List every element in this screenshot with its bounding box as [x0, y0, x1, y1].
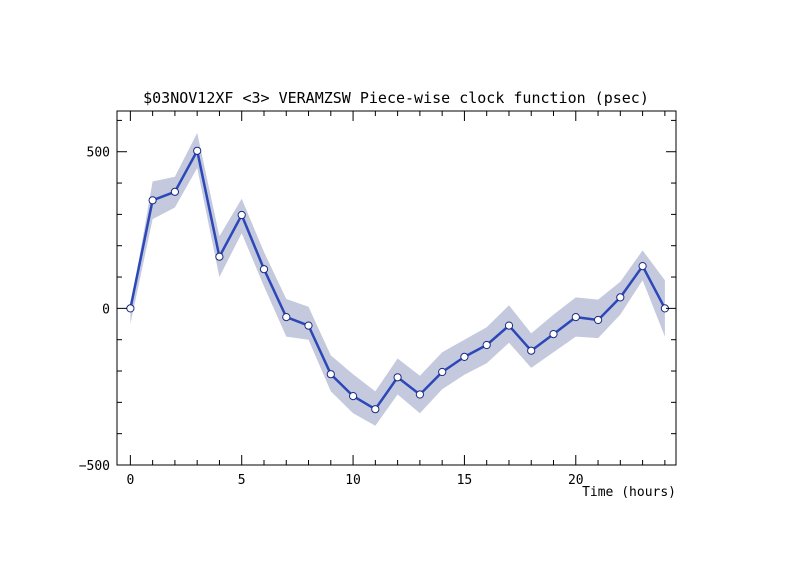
data-point — [393, 373, 402, 382]
y-tick-label: −500 — [79, 459, 110, 474]
data-point — [527, 346, 536, 355]
x-tick-label: 0 — [126, 473, 134, 488]
data-point — [259, 265, 269, 274]
error-band — [130, 132, 665, 426]
data-point — [549, 330, 558, 339]
data-point — [282, 313, 291, 322]
data-point — [415, 390, 424, 399]
data-point — [126, 304, 135, 313]
data-point — [170, 187, 179, 196]
x-tick-label: 5 — [238, 473, 246, 488]
data-point — [349, 392, 358, 401]
data-point — [304, 321, 313, 330]
data-point — [193, 146, 202, 155]
x-tick-label: 15 — [457, 473, 473, 488]
axis-ticks — [117, 111, 676, 466]
data-point — [371, 405, 380, 414]
data-point — [638, 262, 647, 271]
y-tick-label: 0 — [102, 302, 110, 317]
x-axis-label: Time (hours) — [582, 485, 676, 500]
data-point — [482, 340, 491, 350]
y-tick-label: 500 — [87, 146, 110, 161]
point-marker-layer — [126, 146, 670, 414]
tick-labels: 0 5 10 15 20 −500 0 500 — [79, 146, 584, 488]
data-point — [215, 252, 224, 261]
data-point — [504, 321, 514, 330]
data-point — [326, 370, 335, 379]
x-tick-label: 10 — [345, 473, 361, 488]
data-point — [616, 293, 625, 302]
x-tick-label: 20 — [568, 473, 584, 488]
data-point — [237, 210, 246, 220]
data-point — [460, 352, 469, 361]
plot-frame-rect — [116, 110, 677, 466]
chart-title: $03NOV12XF <3> VERAMZSW Piece-wise clock… — [143, 89, 649, 107]
error-band-layer — [130, 132, 665, 426]
data-point — [148, 196, 157, 205]
data-point — [571, 313, 580, 322]
data-point — [438, 367, 447, 377]
plot-frame — [116, 110, 677, 466]
data-point — [594, 315, 603, 325]
